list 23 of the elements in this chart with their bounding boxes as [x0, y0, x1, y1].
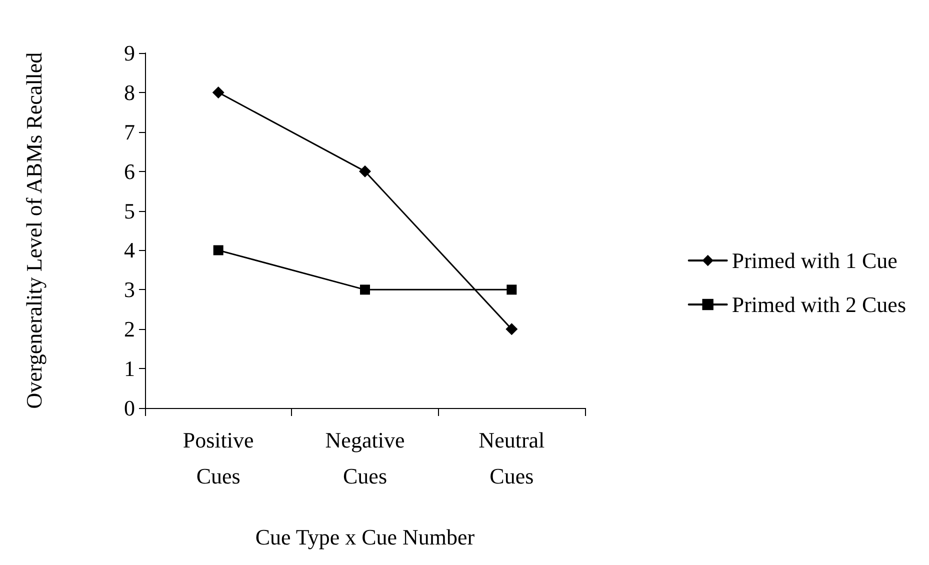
y-tick-label: 3: [124, 277, 135, 302]
y-tick-label: 4: [124, 238, 135, 263]
x-tick-label: Negative Cues: [325, 428, 405, 488]
y-axis-title: Overgenerality Level of ABMs Recalled: [22, 52, 46, 409]
point: [213, 245, 224, 256]
y-tick-label: 9: [124, 40, 135, 66]
y-tick-label: 0: [124, 396, 135, 420]
legend-label: Primed with 2 Cues: [732, 292, 906, 317]
y-tick-label: 5: [124, 198, 135, 224]
y-tick-label: 7: [124, 119, 135, 144]
y-tick-label: 6: [124, 158, 135, 184]
x-axis-title: Cue Type x Cue Number: [255, 524, 476, 550]
point: [360, 284, 370, 295]
point: [359, 165, 371, 178]
legend-label: Primed with 1 Cue: [732, 248, 898, 273]
x-tick-label: Positive Cues: [182, 428, 254, 488]
y-tick-label: 1: [124, 356, 135, 382]
y-tick-label: 8: [124, 80, 135, 105]
y-tick-label: 2: [124, 316, 135, 342]
point: [506, 323, 518, 336]
x-tick-label: Neutral Cues: [478, 428, 545, 488]
point: [212, 86, 224, 98]
point: [506, 284, 517, 295]
